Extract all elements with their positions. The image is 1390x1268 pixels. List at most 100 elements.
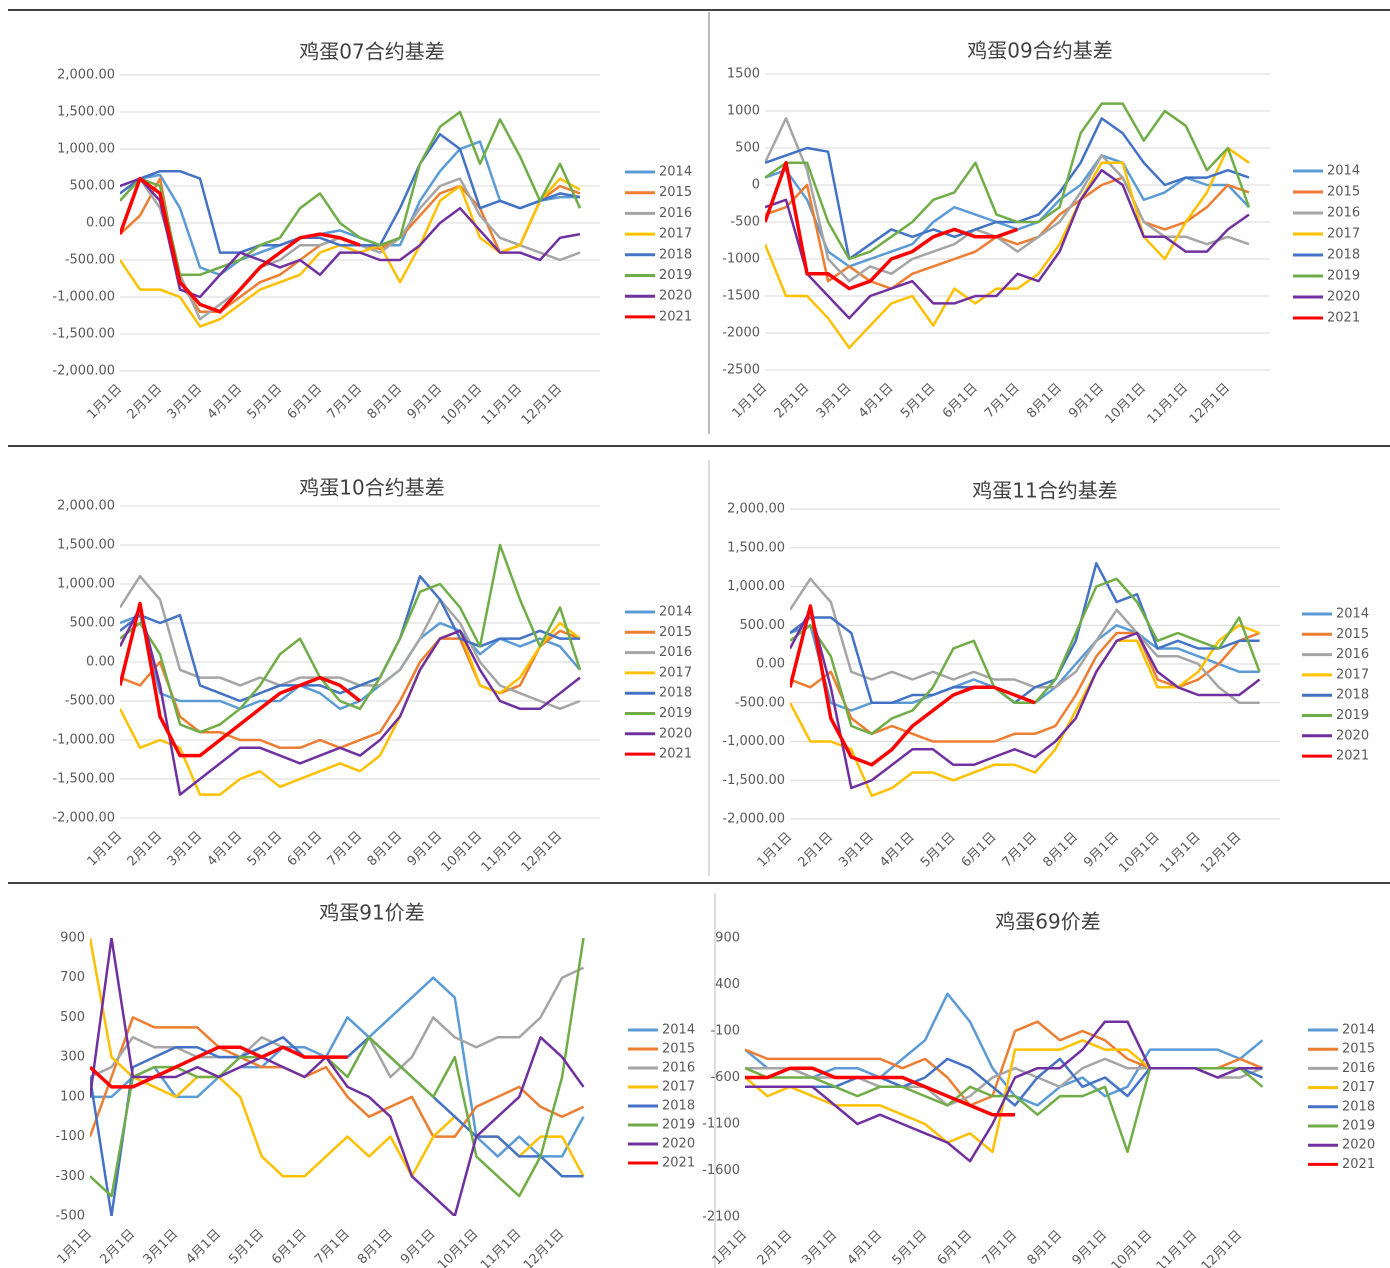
series-line (765, 161, 1019, 291)
y-tick-label: 1,500.00 (727, 540, 785, 555)
y-tick-label: 500.00 (740, 618, 786, 633)
y-tick-label: -2000 (722, 326, 760, 341)
series-line (790, 631, 1261, 743)
legend-label: 2018 (1336, 688, 1369, 703)
y-tick-label: -1100 (702, 1117, 740, 1132)
x-tick-label: 1月1日 (55, 1227, 96, 1268)
legend-label: 2014 (1342, 1023, 1375, 1038)
series-line (120, 601, 362, 758)
chart-title: 鸡蛋07合约基差 (299, 40, 444, 64)
series-line (90, 1045, 348, 1089)
y-tick-label: 0 (752, 178, 760, 193)
series-line (90, 1036, 584, 1216)
x-tick-label: 3月1日 (165, 829, 206, 870)
x-tick-label: 3月1日 (836, 830, 877, 871)
x-tick-label: 1月1日 (755, 830, 796, 871)
series-line (765, 176, 1250, 290)
x-tick-label: 8月1日 (1025, 1228, 1066, 1268)
y-tick-label: -1,000.00 (722, 734, 785, 749)
x-tick-label: 9月1日 (398, 1227, 439, 1268)
y-tick-label: 900 (715, 931, 740, 946)
y-tick-label: -600 (710, 1070, 740, 1085)
x-tick-label: 10月1日 (435, 1227, 482, 1268)
legend-label: 2020 (659, 289, 692, 304)
y-tick-label: 1,500.00 (57, 105, 115, 120)
x-tick-label: 2月1日 (772, 381, 813, 422)
legend-label: 2015 (659, 625, 692, 640)
legend-label: 2014 (662, 1023, 695, 1038)
legend-label: 2019 (659, 268, 692, 283)
y-tick-label: -500 (730, 215, 760, 230)
x-tick-label: 6月1日 (940, 381, 981, 422)
x-tick-label: 3月1日 (165, 382, 206, 423)
series-line (765, 168, 1250, 320)
legend-label: 2014 (1327, 164, 1360, 179)
legend-label: 2019 (1342, 1119, 1375, 1134)
legend-label: 2015 (662, 1042, 695, 1057)
series-line (120, 140, 580, 277)
x-tick-label: 5月1日 (898, 381, 939, 422)
chart-title: 鸡蛋11合约基差 (972, 479, 1117, 503)
legend-label: 2018 (1342, 1099, 1375, 1114)
y-tick-label: 1,000.00 (727, 579, 785, 594)
y-tick-label: 1,500.00 (57, 538, 115, 553)
legend-label: 2018 (662, 1099, 695, 1114)
x-tick-label: 3月1日 (140, 1227, 181, 1268)
chart: 鸡蛋07合约基差 -2,000.00 -1,500.00 -1,000.00 -500.… (52, 40, 692, 429)
y-tick-label: 2,000.00 (727, 502, 785, 517)
legend-label: 2016 (1342, 1061, 1375, 1076)
y-tick-label: 1500 (727, 67, 760, 82)
y-tick-label: -500.00 (735, 695, 785, 710)
y-tick-label: -1,500.00 (52, 772, 115, 787)
legend-label: 2021 (1342, 1157, 1375, 1172)
x-tick-label: 5月1日 (245, 382, 286, 423)
legend-label: 2017 (662, 1080, 695, 1095)
series-line (765, 117, 1250, 283)
x-tick-label: 4月1日 (183, 1227, 224, 1268)
series-line (745, 1066, 1015, 1117)
legend-label: 2020 (1342, 1138, 1375, 1153)
legend-label: 2014 (659, 605, 692, 620)
x-tick-label: 6月1日 (935, 1228, 976, 1268)
legend-label: 2017 (659, 227, 692, 242)
x-tick-label: 5月1日 (918, 830, 959, 871)
x-tick-label: 2月1日 (125, 829, 166, 870)
x-tick-label: 12月1日 (519, 829, 566, 876)
x-tick-label: 10月1日 (1109, 1228, 1156, 1268)
series-line (120, 574, 580, 703)
legend-label: 2017 (1327, 227, 1360, 242)
legend-label: 2018 (659, 686, 692, 701)
y-tick-label: -2500 (722, 363, 760, 378)
series-line (765, 102, 1251, 261)
chart-title: 鸡蛋69价差 (995, 910, 1100, 934)
x-tick-label: 11月1日 (1157, 830, 1204, 877)
y-tick-label: 2,000.00 (57, 68, 115, 83)
series-line (765, 154, 1250, 268)
series-line (790, 577, 1260, 705)
x-tick-label: 12月1日 (521, 1227, 568, 1268)
x-tick-label: 9月1日 (1081, 830, 1122, 871)
y-tick-label: -300 (55, 1169, 85, 1184)
x-tick-label: 8月1日 (1040, 830, 1081, 871)
x-tick-label: 11月1日 (479, 829, 526, 876)
x-tick-label: 1月1日 (85, 382, 126, 423)
y-tick-label: 500 (60, 1010, 85, 1025)
x-tick-label: 7月1日 (1000, 830, 1041, 871)
legend-label: 2019 (662, 1118, 695, 1133)
legend-label: 2016 (659, 206, 692, 221)
legend-label: 2015 (1327, 185, 1360, 200)
y-tick-label: 500.00 (70, 179, 116, 194)
y-tick-label: -1,000.00 (52, 290, 115, 305)
x-tick-label: 10月1日 (1103, 381, 1150, 428)
series-line (120, 176, 361, 314)
y-tick-label: 0.00 (756, 657, 785, 672)
chart-title: 鸡蛋91价差 (319, 901, 424, 925)
x-tick-label: 11月1日 (1154, 1228, 1201, 1268)
legend-label: 2021 (1336, 749, 1369, 764)
series-line (90, 1016, 585, 1138)
x-tick-label: 6月1日 (285, 829, 326, 870)
series-line (745, 992, 1264, 1107)
legend-label: 2016 (1336, 647, 1369, 662)
chart: 鸡蛋11合约基差 -2,000.00 -1,500.00 -1,000.00 -500.… (722, 479, 1369, 877)
